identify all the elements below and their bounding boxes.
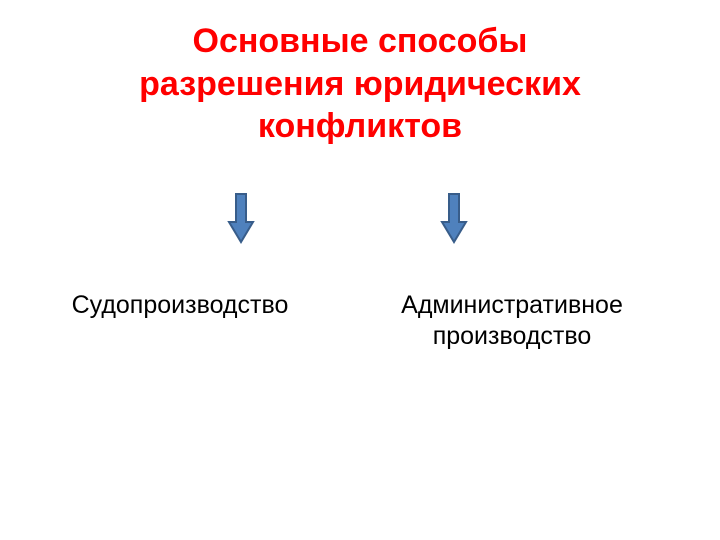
- title-line-2: разрешения юридических: [139, 65, 581, 103]
- arrow-path-left: [229, 194, 253, 242]
- slide-title: Основные способы разрешения юридических …: [0, 20, 720, 148]
- arrow-path-right: [442, 194, 466, 242]
- title-line-3: конфликтов: [258, 107, 462, 145]
- branch-right-line2: производство: [433, 322, 592, 350]
- arrow-down-icon: [440, 192, 468, 244]
- branch-right-label: Административное производство: [352, 290, 672, 353]
- branch-right-line1: Административное: [401, 291, 623, 319]
- arrow-down-icon: [227, 192, 255, 244]
- branch-left-label: Судопроизводство: [30, 290, 330, 321]
- title-line-1: Основные способы: [193, 22, 528, 60]
- branch-left-text: Судопроизводство: [72, 291, 289, 319]
